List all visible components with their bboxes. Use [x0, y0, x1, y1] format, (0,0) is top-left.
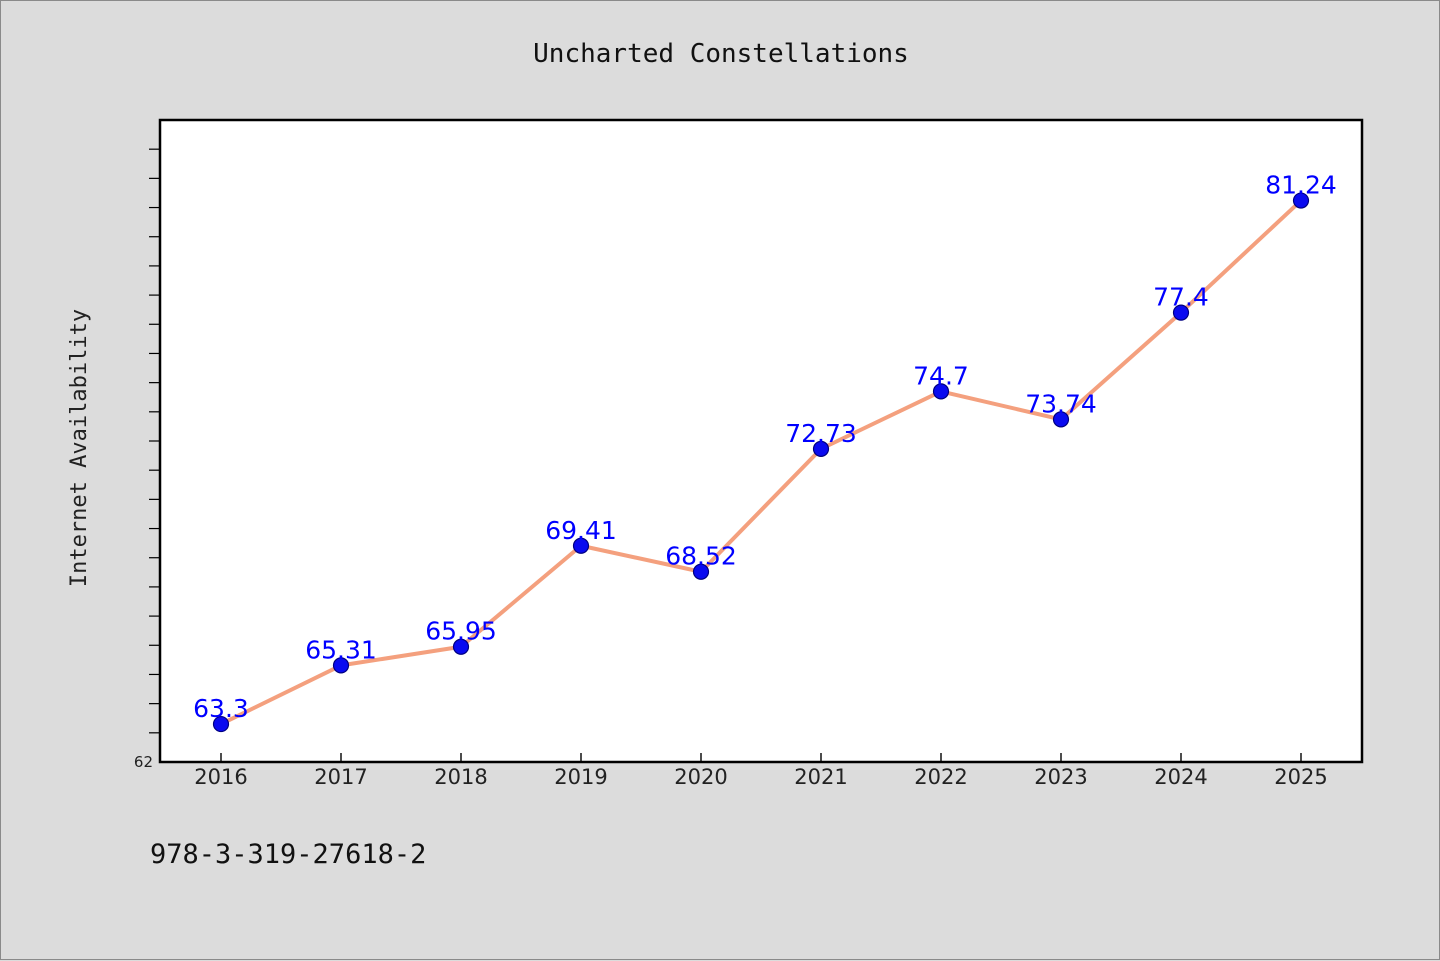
x-tick-label: 2023 [1034, 765, 1087, 789]
series-line [219, 198, 1303, 727]
plot-area [158, 118, 1364, 764]
data-point [812, 440, 830, 457]
data-label: 69.41 [545, 516, 617, 545]
data-label: 65.31 [305, 635, 377, 664]
x-tick-label: 2017 [314, 765, 367, 789]
x-tick-label: 2022 [914, 765, 967, 789]
data-point [212, 715, 230, 733]
x-tick-label: 2018 [434, 765, 487, 789]
x-tick-label: 2025 [1274, 765, 1327, 789]
x-tick-label: 2024 [1154, 765, 1207, 789]
x-axis: 2016 2017 2018 2019 2020 2021 2022 2023 2024 2025 [194, 753, 1328, 789]
data-label: 68.52 [665, 542, 737, 571]
data-label: 72.73 [785, 419, 857, 448]
y-tick-label: 62 [134, 753, 153, 771]
data-point [932, 383, 950, 400]
x-tick-label: 2020 [674, 765, 727, 789]
data-labels: 63.3 65.31 65.95 69.41 68.52 72.73 74.7 73.74 77… [193, 171, 1337, 724]
data-point [1052, 411, 1070, 428]
data-label: 77.4 [1153, 283, 1209, 312]
data-point [332, 657, 350, 674]
data-point [692, 563, 710, 580]
x-tick-label: 2019 [554, 765, 607, 789]
y-axis: 62 [134, 148, 160, 771]
chart-title: Uncharted Constellations [533, 39, 909, 69]
data-point [1172, 304, 1190, 321]
data-point [1292, 192, 1310, 209]
x-tick-label: 2016 [194, 765, 247, 789]
y-axis-title: Internet Availability [67, 309, 92, 587]
data-point [572, 537, 590, 554]
isbn-text: 978-3-319-27618-2 [150, 839, 426, 870]
data-label: 65.95 [425, 617, 497, 646]
data-label: 73.74 [1025, 389, 1097, 418]
data-label: 81.24 [1265, 171, 1337, 200]
data-label: 63.3 [193, 694, 249, 723]
data-label: 74.7 [913, 361, 969, 390]
x-tick-label: 2021 [794, 765, 847, 789]
data-point [452, 638, 470, 655]
series-layer [212, 192, 1310, 733]
